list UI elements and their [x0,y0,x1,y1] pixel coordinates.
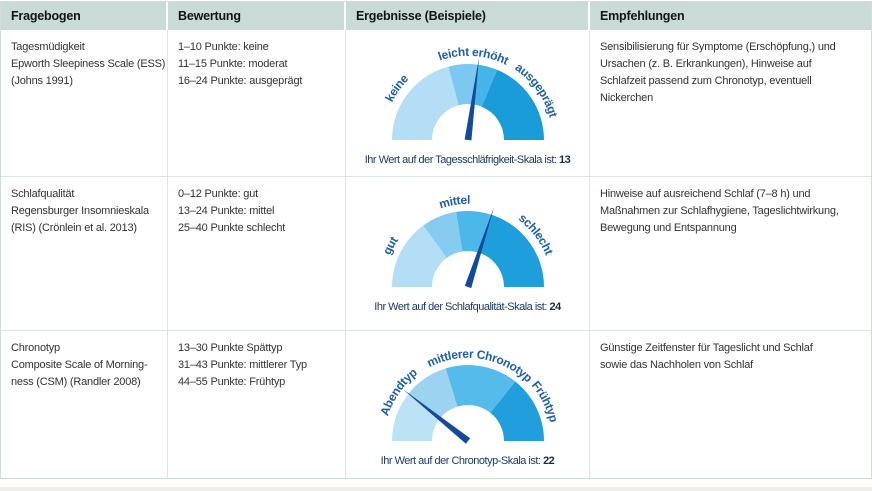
recommendation-text: Sensibilisierung für Symptome (Erschöpfu… [600,41,836,104]
score-range: 11–15 Punkte: moderat [178,58,288,70]
score-range: 16–24 Punkte: ausgeprägt [178,75,303,87]
gauge-caption: Ihr Wert auf der Chronotyp-Skala ist: 22 [348,453,587,470]
gauge-caption: Ihr Wert auf der Schlafqualität-Skala is… [348,299,587,316]
score-range: 13–24 Punkte: mittel [178,205,275,217]
score-range: 31–43 Punkte: mittlerer Typ [178,359,307,371]
gauge-segment [479,214,544,287]
table-cell-bewertung-ess: 1–10 Punkte: keine 11–15 Punkte: moderat… [168,30,346,177]
gauge-segment [423,211,463,258]
questionnaire-table: Fragebogen Bewertung Ergebnisse (Beispie… [0,1,872,479]
table-cell-empfehlung-ris: Hinweise auf ausreichend Schlaf (7–8 h) … [590,177,871,331]
column-header-bewertung: Bewertung [168,2,346,30]
gauge-value: 22 [543,455,555,467]
questionnaire-reference: (RIS) (Crönlein et al. 2013) [11,222,137,234]
gauge-caption: Ihr Wert auf der Tagesschläfrigkeit-Skal… [348,152,587,169]
page-bottom-rule [0,487,872,491]
gauge-segment [456,210,492,253]
table-cell-ergebnis-ris: gut mittel schlecht Ihr Wert auf der Schla… [346,177,590,331]
table-cell-fragebogen-csm: Chronotyp Composite Scale of Morning- ne… [1,331,168,478]
gauge-zone-label: gut [380,234,401,257]
questionnaire-name: Regensburger Insomnieskala [11,205,149,217]
gauge-needle [464,56,480,141]
recommendation-text: Hinweise auf ausreichend Schlaf (7–8 h) … [600,188,839,234]
gauge-zone-label: mittel [437,193,470,211]
table-cell-fragebogen-ris: Schlafqualität Regensburger Insomnieskal… [1,177,168,331]
gauge-value: 24 [549,301,561,313]
questionnaire-name: Composite Scale of Morning- [11,359,148,371]
gauge-caption-text: Ihr Wert auf der Schlafqualität-Skala is… [374,301,547,313]
questionnaire-reference: (Johns 1991) [11,75,73,87]
table-cell-fragebogen-ess: Tagesmüdigkeit Epworth Sleepiness Scale … [1,30,168,177]
gauge-segment [472,64,498,107]
table-cell-bewertung-csm: 13–30 Punkte Spättyp 31–43 Punkte: mittl… [168,331,346,478]
gauge-segment [392,225,447,287]
table-cell-empfehlung-csm: Günstige Zeitfenster für Tageslicht und … [590,331,871,478]
questionnaire-topic: Tagesmüdigkeit [11,41,85,53]
table-cell-bewertung-ris: 0–12 Punkte: gut 13–24 Punkte: mittel 25… [168,177,346,331]
gauge-segment [490,381,544,441]
questionnaire-topic: Chronotyp [11,342,60,354]
score-range: 44–55 Punkte: Frühtyp [178,376,286,388]
gauge-caption-text: Ihr Wert auf der Chronotyp-Skala ist: [380,455,541,467]
column-header-fragebogen: Fragebogen [1,2,168,30]
questionnaire-reference: ness (CSM) (Randler 2008) [11,376,141,388]
column-header-empfehlungen: Empfehlungen [590,2,871,30]
questionnaire-name: Epworth Sleepiness Scale (ESS) [11,58,166,70]
gauge-caption-text: Ihr Wert auf der Tagesschläfrigkeit-Skal… [364,154,557,166]
gauge-needle [464,207,494,289]
table-cell-ergebnis-csm: Abendtyp mittlerer Chronotyp Frühtyp Ihr W… [346,331,590,478]
score-range: 0–12 Punkte: gut [178,188,258,200]
score-range: 1–10 Punkte: keine [178,41,269,53]
gauge-zone-label: leicht erhöht [436,45,511,68]
score-range: 25–40 Punkte schlecht [178,222,286,234]
gauge-segment [392,393,440,441]
gauge-segment [408,368,458,419]
table-cell-empfehlung-ess: Sensibilisierung für Symptome (Erschöpfu… [590,30,871,177]
gauge-needle [402,388,471,444]
column-header-ergebnisse: Ergebnisse (Beispiele) [346,2,590,30]
gauge-value: 13 [559,154,571,166]
table-cell-ergebnis-ess: keine leicht erhöht ausgeprägt Ihr Wert au… [346,30,590,177]
questionnaire-topic: Schlafqualität [11,188,75,200]
recommendation-text: Günstige Zeitfenster für Tageslicht und … [600,342,813,371]
gauge-segment [448,64,478,106]
gauge-segment [481,69,544,140]
gauge-segment [445,365,516,413]
score-range: 13–30 Punkte Spättyp [178,342,283,354]
gauge-segment [392,66,459,140]
